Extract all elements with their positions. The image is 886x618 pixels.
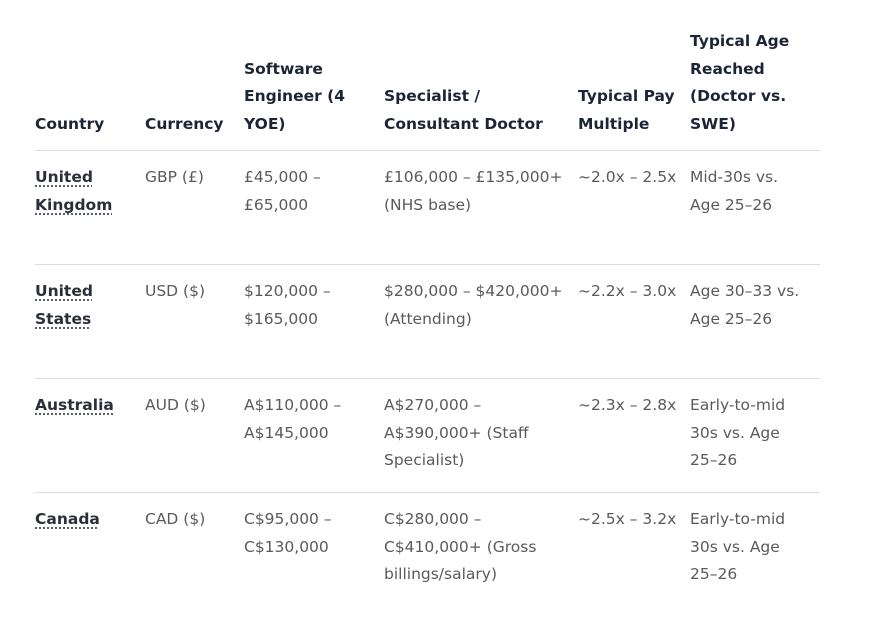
- country-cell: United States: [35, 264, 145, 379]
- table-cell: ~2.0x – 2.5x: [578, 150, 690, 265]
- country-link[interactable]: Australia: [35, 396, 114, 414]
- table-cell: ~2.3x – 2.8x: [578, 378, 690, 493]
- table-cell: CAD ($): [145, 510, 206, 528]
- header-cell: Specialist / Consultant Doctor: [384, 28, 578, 151]
- table-cell: USD ($): [145, 264, 244, 379]
- country-link[interactable]: United States: [35, 282, 93, 328]
- table-body: United Kingdom GBP (£) £45,000 – £65,000 £1…: [35, 150, 820, 607]
- table-cell: C$280,000 – C$410,000+ (Gross billings/s…: [384, 510, 537, 583]
- country-link[interactable]: United Kingdom: [35, 168, 113, 214]
- table-cell: $120,000 – $165,000: [244, 264, 384, 379]
- table-cell: Early-to-mid 30s vs. Age 25–26: [690, 378, 820, 493]
- table-row: Australia AUD ($) A$110,000 – A$145,000 A$2…: [35, 378, 820, 493]
- header-cell: Typical Age Reached (Doctor vs. SWE): [690, 28, 820, 151]
- country-link[interactable]: Canada: [35, 510, 100, 528]
- table-cell: AUD ($): [145, 378, 244, 493]
- country-cell: Canada: [35, 493, 145, 607]
- page: Country Currency Software Engineer (4 YOE)…: [35, 28, 820, 606]
- table-cell: $280,000 – $420,000+ (Attending): [384, 264, 578, 379]
- table-cell: C$95,000 – C$130,000: [244, 510, 332, 556]
- pay-table: Country Currency Software Engineer (4 YOE)…: [35, 28, 820, 606]
- header-cell: Software Engineer (4 YOE): [244, 28, 384, 151]
- header-row: Country Currency Software Engineer (4 YOE)…: [35, 28, 820, 151]
- table-cell: A$270,000 – A$390,000+ (Staff Specialist…: [384, 378, 578, 493]
- header-cell: Currency: [145, 28, 244, 151]
- table-cell: Age 30–33 vs. Age 25–26: [690, 264, 820, 379]
- table-cell: ~2.5x – 3.2x: [578, 510, 677, 528]
- table-cell: £45,000 – £65,000: [244, 150, 384, 265]
- table-cell: Early-to-mid 30s vs. Age 25–26: [690, 510, 786, 583]
- table-cell: ~2.2x – 3.0x: [578, 264, 690, 379]
- table-cell: £106,000 – £135,000+ (NHS base): [384, 150, 578, 265]
- header-cell: Country: [35, 28, 145, 151]
- country-cell: United Kingdom: [35, 150, 145, 265]
- table-cell: GBP (£): [145, 150, 244, 265]
- header-cell: Typical Pay Multiple: [578, 28, 690, 151]
- country-cell: Australia: [35, 378, 145, 493]
- table-cell: Mid-30s vs. Age 25–26: [690, 150, 820, 265]
- table-cell: A$110,000 – A$145,000: [244, 378, 384, 493]
- table-row: United Kingdom GBP (£) £45,000 – £65,000 £1…: [35, 150, 820, 265]
- table-row: Canada CAD ($) C$95,000 – C$130,000 C$280,0…: [35, 493, 820, 607]
- table-row: United States USD ($) $120,000 – $165,000 $…: [35, 264, 820, 379]
